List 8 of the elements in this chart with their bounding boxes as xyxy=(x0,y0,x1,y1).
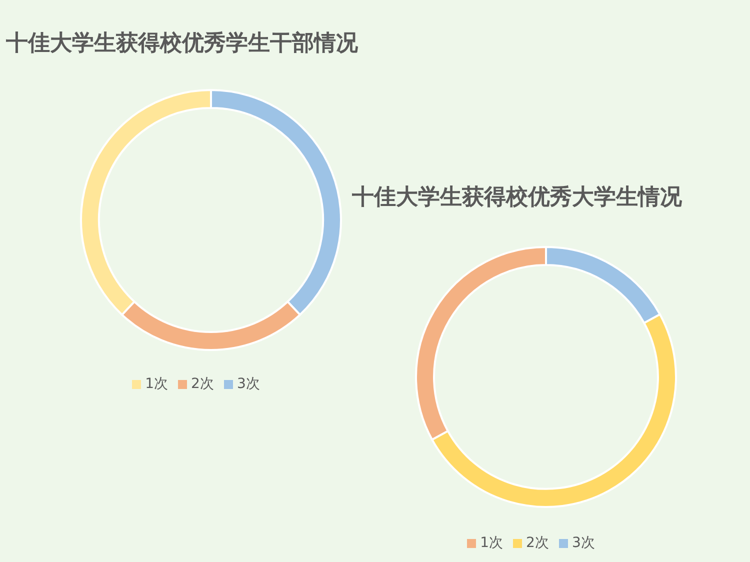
legend-label: 2次 xyxy=(526,535,549,551)
legend-label: 3次 xyxy=(236,376,260,392)
chart-title: 十佳大学生获得校优秀学生干部情况 xyxy=(6,30,358,58)
legend-label: 2次 xyxy=(191,376,214,392)
legend-label: 1次 xyxy=(145,376,168,392)
legend-label: 1次 xyxy=(480,535,504,551)
legend-label: 3次 xyxy=(572,535,595,551)
chart-title: 十佳大学生获得校优秀大学生情况 xyxy=(352,184,682,212)
